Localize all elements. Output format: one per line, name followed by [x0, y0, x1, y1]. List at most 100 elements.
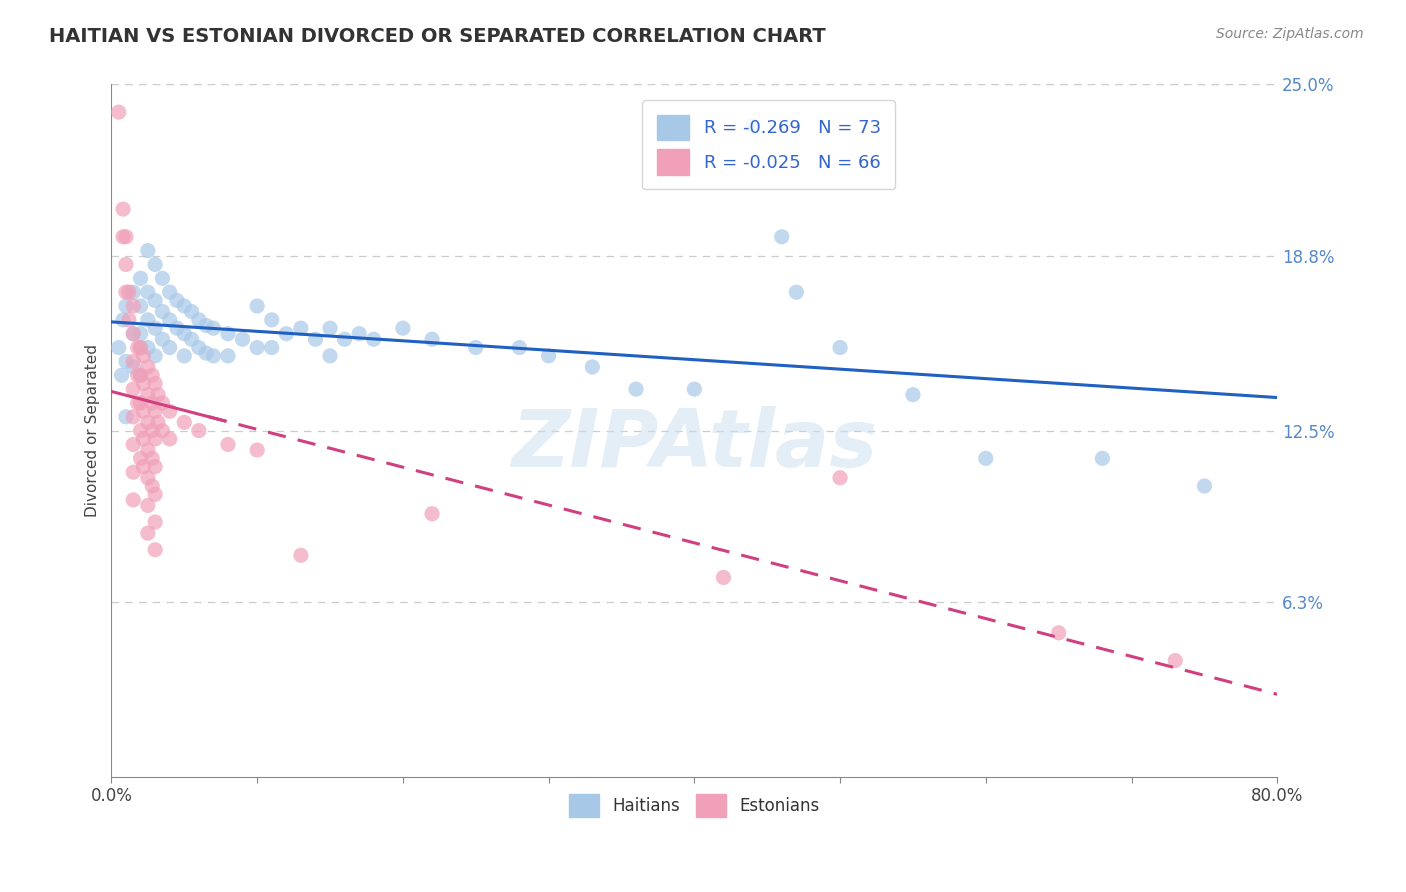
- Point: [187, 313, 209, 327]
- Point: [173, 349, 195, 363]
- Point: [122, 326, 145, 341]
- Point: [146, 387, 169, 401]
- Point: [146, 415, 169, 429]
- Point: [129, 341, 152, 355]
- Point: [246, 341, 269, 355]
- Point: [581, 359, 603, 374]
- Point: [141, 451, 163, 466]
- Legend: Haitians, Estonians: Haitians, Estonians: [562, 787, 827, 824]
- Point: [159, 313, 181, 327]
- Point: [347, 326, 370, 341]
- Point: [115, 354, 138, 368]
- Point: [129, 271, 152, 285]
- Point: [159, 285, 181, 300]
- Point: [118, 313, 141, 327]
- Point: [246, 299, 269, 313]
- Point: [115, 229, 138, 244]
- Point: [152, 396, 174, 410]
- Point: [129, 396, 152, 410]
- Point: [122, 409, 145, 424]
- Point: [143, 432, 166, 446]
- Point: [143, 542, 166, 557]
- Point: [143, 376, 166, 391]
- Point: [136, 415, 159, 429]
- Point: [143, 257, 166, 271]
- Point: [129, 368, 152, 383]
- Point: [143, 487, 166, 501]
- Point: [127, 396, 149, 410]
- Point: [828, 341, 851, 355]
- Point: [276, 326, 298, 341]
- Point: [132, 404, 155, 418]
- Point: [464, 341, 486, 355]
- Point: [1194, 479, 1216, 493]
- Point: [187, 341, 209, 355]
- Point: [828, 471, 851, 485]
- Point: [129, 451, 152, 466]
- Point: [232, 332, 254, 346]
- Point: [127, 368, 149, 383]
- Point: [173, 299, 195, 313]
- Point: [129, 326, 152, 341]
- Point: [110, 368, 132, 383]
- Point: [741, 119, 763, 133]
- Point: [132, 376, 155, 391]
- Point: [136, 313, 159, 327]
- Point: [129, 341, 152, 355]
- Point: [363, 332, 385, 346]
- Point: [129, 424, 152, 438]
- Point: [143, 293, 166, 308]
- Point: [713, 570, 735, 584]
- Point: [129, 299, 152, 313]
- Point: [290, 549, 312, 563]
- Point: [159, 404, 181, 418]
- Point: [217, 349, 239, 363]
- Point: [304, 332, 326, 346]
- Point: [122, 492, 145, 507]
- Point: [107, 341, 129, 355]
- Point: [136, 244, 159, 258]
- Point: [115, 285, 138, 300]
- Point: [122, 437, 145, 451]
- Point: [180, 332, 202, 346]
- Point: [115, 299, 138, 313]
- Point: [118, 285, 141, 300]
- Point: [152, 424, 174, 438]
- Point: [122, 299, 145, 313]
- Point: [136, 443, 159, 458]
- Point: [392, 321, 415, 335]
- Point: [195, 318, 218, 333]
- Point: [166, 293, 188, 308]
- Point: [132, 459, 155, 474]
- Point: [112, 313, 135, 327]
- Point: [152, 304, 174, 318]
- Point: [537, 349, 560, 363]
- Point: [122, 326, 145, 341]
- Point: [246, 443, 269, 458]
- Point: [136, 499, 159, 513]
- Point: [260, 313, 283, 327]
- Point: [122, 465, 145, 479]
- Point: [333, 332, 356, 346]
- Point: [260, 341, 283, 355]
- Point: [122, 359, 145, 374]
- Point: [173, 326, 195, 341]
- Point: [202, 349, 225, 363]
- Point: [129, 368, 152, 383]
- Point: [136, 285, 159, 300]
- Point: [202, 321, 225, 335]
- Point: [974, 451, 997, 466]
- Text: Source: ZipAtlas.com: Source: ZipAtlas.com: [1216, 27, 1364, 41]
- Point: [152, 271, 174, 285]
- Point: [159, 341, 181, 355]
- Point: [420, 332, 443, 346]
- Point: [127, 341, 149, 355]
- Y-axis label: Divorced or Separated: Divorced or Separated: [86, 344, 100, 517]
- Point: [770, 229, 793, 244]
- Point: [143, 404, 166, 418]
- Point: [1047, 625, 1070, 640]
- Point: [107, 105, 129, 120]
- Point: [115, 257, 138, 271]
- Point: [115, 409, 138, 424]
- Point: [141, 424, 163, 438]
